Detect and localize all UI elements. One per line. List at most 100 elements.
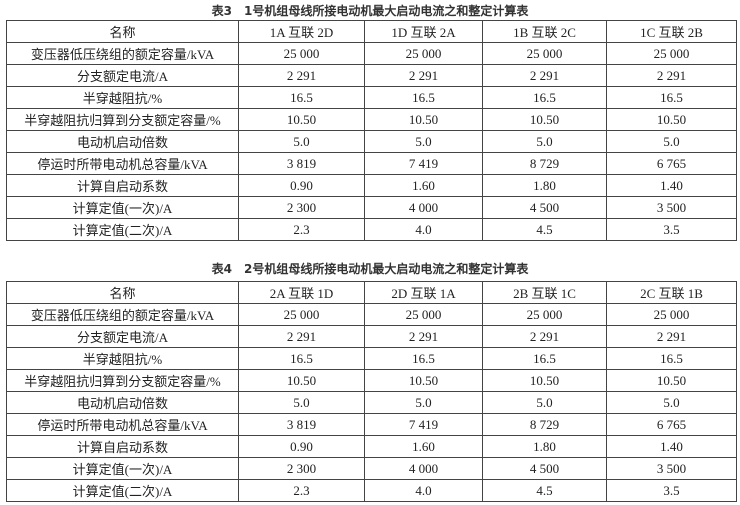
table-row: 半穿越阻抗/% 16.5 16.5 16.5 16.5 (6, 347, 737, 370)
table-cell: 2 300 (238, 457, 365, 480)
table-cell: 3 819 (238, 413, 365, 436)
table-cell: 3.5 (606, 218, 737, 241)
row-label: 名称 (6, 20, 239, 43)
table-cell: 10.50 (364, 108, 483, 131)
table-cell: 2 300 (238, 196, 365, 219)
table-cell: 10.50 (238, 369, 365, 392)
table-cell: 1A 互联 2D (238, 20, 365, 43)
table-cell: 10.50 (606, 369, 737, 392)
table-cell: 2.3 (238, 218, 365, 241)
table-cell: 1.40 (606, 174, 737, 197)
table-row: 电动机启动倍数 5.0 5.0 5.0 5.0 (6, 391, 737, 414)
table-row: 分支额定电流/A 2 291 2 291 2 291 2 291 (6, 325, 737, 348)
table-cell: 0.90 (238, 174, 365, 197)
table-cell: 2 291 (238, 325, 365, 348)
table-cell: 7 419 (364, 152, 483, 175)
table-cell: 16.5 (364, 347, 483, 370)
table-cell: 25 000 (482, 303, 607, 326)
header-row: 名称 2A 互联 1D 2D 互联 1A 2B 互联 1C 2C 互联 1B (6, 281, 737, 304)
row-label: 计算定值(二次)/A (6, 479, 239, 502)
table-cell: 0.90 (238, 435, 365, 458)
table-cell: 6 765 (606, 152, 737, 175)
table-cell: 1.60 (364, 174, 483, 197)
table-cell: 4 000 (364, 196, 483, 219)
table-cell: 2A 互联 1D (238, 281, 365, 304)
table-cell: 7 419 (364, 413, 483, 436)
table-cell: 16.5 (238, 347, 365, 370)
table-cell: 5.0 (606, 130, 737, 153)
table-cell: 10.50 (482, 108, 607, 131)
table-cell: 2 291 (482, 325, 607, 348)
table-cell: 25 000 (482, 42, 607, 65)
table-cell: 5.0 (238, 130, 365, 153)
row-label: 电动机启动倍数 (6, 391, 239, 414)
table-cell: 16.5 (606, 347, 737, 370)
table-cell: 16.5 (482, 86, 607, 109)
table-cell: 4 000 (364, 457, 483, 480)
table-row: 变压器低压绕组的额定容量/kVA 25 000 25 000 25 000 25 000 (6, 42, 737, 65)
table-row: 变压器低压绕组的额定容量/kVA 25 000 25 000 25 000 25 000 (6, 303, 737, 326)
table-cell: 4.5 (482, 218, 607, 241)
table-cell: 2C 互联 1B (606, 281, 737, 304)
table-cell: 4.0 (364, 479, 483, 502)
table-row: 半穿越阻抗/% 16.5 16.5 16.5 16.5 (6, 86, 737, 109)
table-row: 分支额定电流/A 2 291 2 291 2 291 2 291 (6, 64, 737, 87)
row-label: 半穿越阻抗/% (6, 347, 239, 370)
row-label: 半穿越阻抗归算到分支额定容量/% (6, 108, 239, 131)
row-label: 分支额定电流/A (6, 64, 239, 87)
table-cell: 25 000 (238, 303, 365, 326)
row-label: 计算自启动系数 (6, 174, 239, 197)
table-row: 半穿越阻抗归算到分支额定容量/% 10.50 10.50 10.50 10.50 (6, 369, 737, 392)
table-cell: 10.50 (238, 108, 365, 131)
table-cell: 25 000 (364, 303, 483, 326)
table-4: 名称 2A 互联 1D 2D 互联 1A 2B 互联 1C 2C 互联 1B 变压器低压绕… (6, 281, 737, 502)
table-row: 半穿越阻抗归算到分支额定容量/% 10.50 10.50 10.50 10.50 (6, 108, 737, 131)
row-label: 计算定值(一次)/A (6, 196, 239, 219)
table-cell: 1.80 (482, 174, 607, 197)
table-row: 电动机启动倍数 5.0 5.0 5.0 5.0 (6, 130, 737, 153)
row-label: 半穿越阻抗/% (6, 86, 239, 109)
table-cell: 4 500 (482, 457, 607, 480)
table-cell: 25 000 (606, 303, 737, 326)
table-cell: 4 500 (482, 196, 607, 219)
header-row: 名称 1A 互联 2D 1D 互联 2A 1B 互联 2C 1C 互联 2B (6, 20, 737, 43)
row-label: 变压器低压绕组的额定容量/kVA (6, 42, 239, 65)
row-label: 半穿越阻抗归算到分支额定容量/% (6, 369, 239, 392)
table-cell: 25 000 (238, 42, 365, 65)
table-row: 计算自启动系数 0.90 1.60 1.80 1.40 (6, 174, 737, 197)
table-cell: 2 291 (364, 64, 483, 87)
row-label: 分支额定电流/A (6, 325, 239, 348)
table-row: 计算定值(二次)/A 2.3 4.0 4.5 3.5 (6, 479, 737, 502)
table-3: 名称 1A 互联 2D 1D 互联 2A 1B 互联 2C 1C 互联 2B 变压器低压绕… (6, 20, 737, 241)
table-cell: 16.5 (238, 86, 365, 109)
table-cell: 10.50 (606, 108, 737, 131)
table-row: 计算自启动系数 0.90 1.60 1.80 1.40 (6, 435, 737, 458)
table-cell: 1C 互联 2B (606, 20, 737, 43)
row-label: 停运时所带电动机总容量/kVA (6, 413, 239, 436)
table-cell: 2 291 (238, 64, 365, 87)
row-label: 名称 (6, 281, 239, 304)
table-cell: 1.60 (364, 435, 483, 458)
table-title: 表3 1号机组母线所接电动机最大启动电流之和整定计算表 (211, 4, 529, 18)
row-label: 计算定值(一次)/A (6, 457, 239, 480)
table-cell: 1D 互联 2A (364, 20, 483, 43)
row-label: 停运时所带电动机总容量/kVA (6, 152, 239, 175)
table-cell: 2 291 (364, 325, 483, 348)
table-cell: 10.50 (482, 369, 607, 392)
table-cell: 5.0 (364, 391, 483, 414)
table-cell: 2.3 (238, 479, 365, 502)
table-cell: 3 500 (606, 457, 737, 480)
table-cell: 5.0 (606, 391, 737, 414)
table-row: 停运时所带电动机总容量/kVA 3 819 7 419 8 729 6 765 (6, 413, 737, 436)
table-cell: 1B 互联 2C (482, 20, 607, 43)
table-cell: 25 000 (364, 42, 483, 65)
table-cell: 2 291 (606, 64, 737, 87)
table-cell: 10.50 (364, 369, 483, 392)
table-cell: 5.0 (364, 130, 483, 153)
table-cell: 2 291 (482, 64, 607, 87)
table-cell: 3 819 (238, 152, 365, 175)
row-label: 计算自启动系数 (6, 435, 239, 458)
table-cell: 2 291 (606, 325, 737, 348)
table-cell: 16.5 (482, 347, 607, 370)
table-cell: 1.80 (482, 435, 607, 458)
